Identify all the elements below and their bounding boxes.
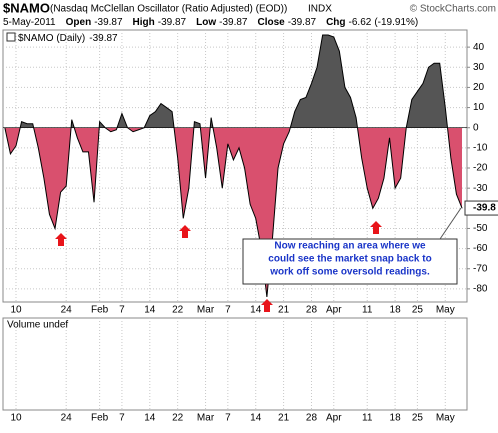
x-tick-label: 7 [225, 413, 231, 424]
date: 5-May-2011 [3, 17, 56, 28]
legend-swatch [6, 32, 16, 42]
x-tick-label: 7 [225, 305, 231, 316]
x-tick-label: 24 [61, 305, 73, 316]
arrow [55, 233, 67, 246]
x-tick-label: 11 [362, 413, 373, 424]
x-tick-label: Apr [326, 305, 342, 316]
quote-name: Open [66, 17, 92, 28]
y-tick-label: -80 [473, 284, 488, 295]
x-tick-label: Mar [197, 413, 215, 424]
y-tick-label: 10 [473, 102, 485, 113]
y-tick-label: 20 [473, 82, 485, 93]
y-tick-label: 0 [473, 122, 479, 133]
legend-name: $NAMO (Daily) [18, 33, 85, 44]
quote-value: -39.87 [94, 17, 123, 28]
annotation-line: Now reaching an area where we [274, 241, 426, 252]
arrow [370, 221, 382, 234]
y-tick-label: -10 [473, 143, 488, 154]
x-tick-label: 7 [119, 305, 125, 316]
x-tick-label: 14 [144, 413, 156, 424]
arrows [55, 221, 382, 312]
x-tick-label: 28 [306, 413, 318, 424]
arrow [179, 225, 191, 238]
x-tick-label: Feb [91, 305, 109, 316]
last-value-box [464, 200, 498, 216]
quote-value: -6.62 [349, 17, 372, 28]
last-value-label: -39.8 [473, 203, 496, 214]
title: $NAMO [3, 0, 50, 15]
annotation-line: work off some oversold readings. [269, 267, 430, 278]
y-tick-label: -30 [473, 183, 488, 194]
x-tick-label: 18 [390, 305, 402, 316]
x-tick-label: Mar [197, 305, 215, 316]
annotation-line: could see the market snap back to [268, 254, 431, 265]
x-tick-label: 10 [10, 305, 22, 316]
x-tick-label: 14 [250, 413, 262, 424]
quote-value: -39.87 [158, 17, 187, 28]
quote-value: -39.87 [288, 17, 317, 28]
y-tick-label: -20 [473, 163, 488, 174]
x-tick-label: 7 [119, 413, 125, 424]
x-tick-label: 25 [412, 305, 424, 316]
x-tick-label: May [436, 413, 455, 424]
quote-name: Chg [326, 17, 345, 28]
line [4, 34, 463, 298]
x-tick-label: 14 [250, 305, 262, 316]
x-tick-label: 11 [362, 305, 373, 316]
subtitle: (Nasdaq McClellan Oscillator (Ratio Adju… [50, 4, 287, 15]
legend: $NAMO (Daily) -39.87 [18, 33, 118, 44]
x-tick-label: 22 [172, 413, 184, 424]
x-tick-label: 18 [390, 413, 402, 424]
x-tick-label: 21 [278, 305, 290, 316]
y-tick-label: 30 [473, 62, 485, 73]
x-tick-label: 21 [278, 413, 290, 424]
y-tick-label: -50 [473, 223, 488, 234]
quote-value: (-19.91%) [374, 17, 418, 28]
x-tick-label: May [436, 305, 455, 316]
y-tick-label: -70 [473, 263, 488, 274]
area-fill [4, 35, 462, 297]
quote-line: 5-May-2011 Open -39.87 High -39.87 Low -39.87 C… [3, 17, 418, 28]
x-tick-label: 25 [412, 413, 424, 424]
volume-panel [2, 317, 468, 411]
volume-label: Volume undef [7, 320, 68, 331]
x-tick-label: 22 [172, 305, 184, 316]
source: © StockCharts.com [410, 4, 496, 15]
x-tick-label: 14 [144, 305, 156, 316]
x-tick-label: Apr [326, 413, 342, 424]
annotation-pointer [439, 207, 462, 240]
x-tick-label: 10 [10, 413, 22, 424]
arrow [261, 299, 273, 312]
exchange: INDX [308, 4, 332, 15]
plot-area [3, 34, 467, 298]
quote-name: Low [196, 17, 216, 28]
legend-value: -39.87 [89, 33, 118, 44]
x-tick-label: 28 [306, 305, 318, 316]
y-tick-label: 40 [473, 42, 485, 53]
quote-value: -39.87 [219, 17, 248, 28]
y-tick-label: -60 [473, 243, 488, 254]
x-tick-label: 24 [61, 413, 73, 424]
quote-name: Close [257, 17, 285, 28]
quote-name: High [133, 17, 155, 28]
x-tick-label: Feb [91, 413, 109, 424]
annotation-box [242, 238, 458, 285]
